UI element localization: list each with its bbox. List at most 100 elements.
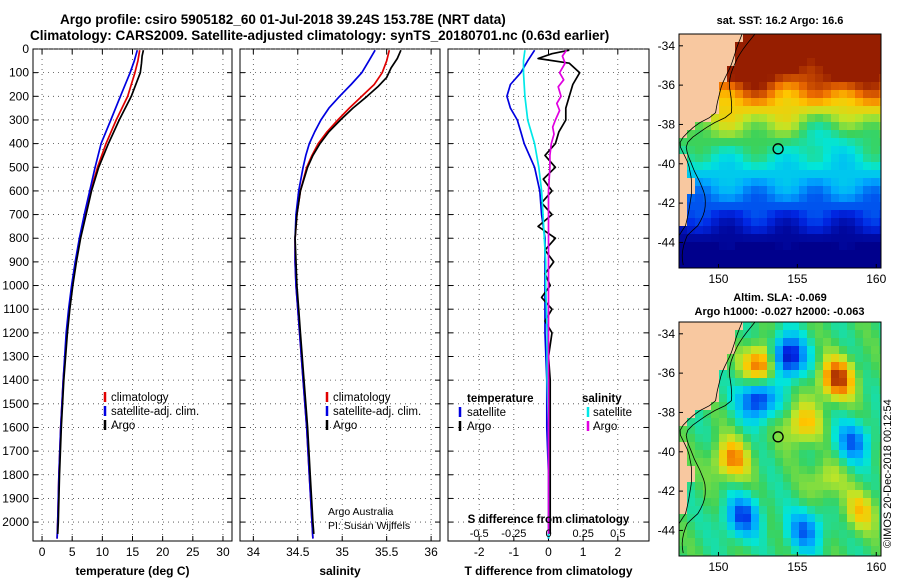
sla-map-pixel [775, 546, 784, 555]
sst-map-pixel [679, 146, 688, 155]
sla-map-pixel [711, 482, 720, 491]
sst-map-pixel [791, 146, 800, 155]
sst-map-pixel [847, 58, 856, 67]
sst-map-pixel [711, 258, 720, 267]
sst-map-pixel [767, 266, 776, 269]
sst-map-pixel [815, 82, 824, 91]
sst-map-pixel [791, 106, 800, 115]
sla-map-pixel [815, 538, 824, 547]
sla-map-pixel [695, 506, 704, 515]
sst-map-pixel [855, 250, 864, 259]
sst-map-pixel [687, 210, 696, 219]
sst-map-pixel [695, 170, 704, 179]
sla-map-pixel [727, 522, 736, 531]
sla-map-pixel [735, 482, 744, 491]
sla-map-pixel [751, 474, 760, 483]
sla-map-pixel [695, 354, 704, 363]
temp-xtick-label: 10 [96, 545, 110, 559]
sla-map-pixel [871, 346, 880, 355]
sla-map-pixel [743, 402, 752, 411]
sst-map-pixel [815, 90, 824, 99]
sst-map-pixel [775, 114, 784, 123]
sst-map-pixel [879, 194, 882, 203]
sst-map-pixel [847, 170, 856, 179]
sst-map-pixel [759, 122, 768, 131]
sst-map-pixel [791, 58, 800, 67]
sst-map-pixel [751, 82, 760, 91]
temp-series-climatology [56, 50, 141, 539]
sla-map-pixel [879, 530, 882, 539]
sst-map-pixel [695, 122, 704, 131]
sst-map-ytick-label: -42 [658, 196, 676, 210]
sst-map-pixel [799, 122, 808, 131]
sla-map-pixel [855, 498, 864, 507]
sla-map-pixel [831, 482, 840, 491]
sla-map-pixel [759, 402, 768, 411]
sla-map-pixel [839, 386, 848, 395]
sla-map-profile-marker [772, 431, 784, 443]
sst-map-pixel [711, 130, 720, 139]
sst-map-pixel [711, 34, 720, 43]
sst-map-pixel [863, 106, 872, 115]
argo-credit-line2: PI: Susan Wijffels [328, 520, 411, 532]
sst-map-pixel [767, 162, 776, 171]
sla-map-pixel [695, 402, 704, 411]
sla-map-pixel [791, 482, 800, 491]
sst-map-pixel [807, 98, 816, 107]
temp-xtick-label: 15 [126, 545, 140, 559]
sst-map-pixel [735, 266, 744, 269]
sla-map-pixel [863, 466, 872, 475]
sst-map-pixel [703, 42, 712, 51]
sst-map-pixel [815, 98, 824, 107]
sst-map-pixel [743, 90, 752, 99]
diff-xtick-label: 2 [614, 545, 621, 559]
sst-map-pixel [863, 90, 872, 99]
sst-map-pixel [719, 202, 728, 211]
sla-map-pixel [711, 338, 720, 347]
sst-map-pixel [775, 82, 784, 91]
sst-map-pixel [727, 154, 736, 163]
diff-s-tick-label: 0.25 [572, 528, 593, 540]
sla-map-pixel [767, 482, 776, 491]
sst-map-pixel [703, 162, 712, 171]
sst-map-pixel [847, 154, 856, 163]
sla-map-pixel [719, 450, 728, 459]
sst-map-pixel [855, 218, 864, 227]
sst-map-pixel [719, 250, 728, 259]
sst-map-pixel [855, 74, 864, 83]
sla-map-pixel [719, 514, 728, 523]
sla-map-pixel [807, 354, 816, 363]
sla-map-pixel [847, 354, 856, 363]
sst-map-pixel [751, 242, 760, 251]
sst-map-pixel [847, 50, 856, 59]
sst-map-ytick-label: -36 [658, 78, 676, 92]
sst-map-pixel [711, 98, 720, 107]
sla-map-pixel [687, 354, 696, 363]
sla-map-pixel [839, 338, 848, 347]
diff-s-tick-label: 0 [545, 528, 551, 540]
sst-map-pixel [855, 226, 864, 235]
sla-map-pixel [751, 498, 760, 507]
sla-map-pixel [791, 362, 800, 371]
sla-map-pixel [879, 426, 882, 435]
sla-map-pixel [871, 394, 880, 403]
sst-map-pixel [767, 234, 776, 243]
sst-map-pixel [775, 98, 784, 107]
sla-map-pixel [695, 410, 704, 419]
sst-map-pixel [783, 162, 792, 171]
sst-map-pixel [735, 82, 744, 91]
sla-map-pixel [799, 474, 808, 483]
sla-map-pixel [743, 546, 752, 555]
sla-map-pixel [743, 386, 752, 395]
sst-map-pixel [863, 66, 872, 75]
sst-map-pixel [839, 42, 848, 51]
sst-map-pixel [815, 170, 824, 179]
sst-map-pixel [879, 74, 882, 83]
sla-map-pixel [767, 378, 776, 387]
sla-map-pixel [735, 458, 744, 467]
sst-map-pixel [743, 226, 752, 235]
sst-map-pixel [759, 58, 768, 67]
sla-map-pixel [735, 498, 744, 507]
sla-map-pixel [823, 458, 832, 467]
sst-map-pixel [735, 58, 744, 67]
